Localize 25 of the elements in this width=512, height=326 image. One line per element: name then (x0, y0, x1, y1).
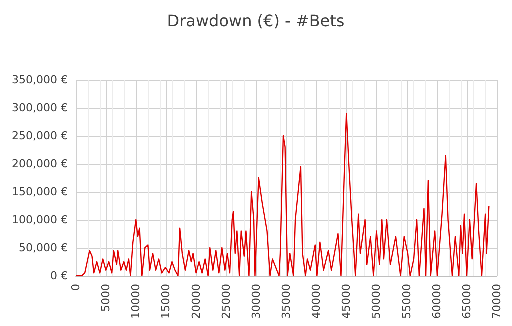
x-tick-label: 35000 (280, 284, 293, 319)
x-tick-label: 25000 (220, 284, 233, 319)
y-tick-label: 50,000 € (19, 242, 68, 254)
x-tick-label: 10000 (130, 284, 143, 319)
y-tick-label: 250,000 € (12, 130, 68, 142)
chart-title: Drawdown (€) - #Bets (167, 12, 345, 30)
x-tick-label: 50000 (370, 284, 384, 319)
x-tick-label: 45000 (340, 284, 354, 319)
x-tick-label: 5000 (100, 284, 113, 312)
line-series (75, 113, 490, 277)
y-tick-label: 100,000 € (12, 214, 68, 226)
x-tick-label: 65000 (460, 284, 474, 319)
y-tick-label: 200,000 € (12, 158, 68, 170)
x-tick-label: 70000 (490, 284, 504, 319)
x-tick-label: 55000 (400, 284, 414, 319)
y-tick-label: 300,000 € (12, 102, 68, 114)
x-tick-label: 0 (70, 284, 82, 291)
y-tick-label: 150,000 € (12, 186, 68, 198)
x-tick-label: 15000 (160, 284, 173, 319)
y-tick-label: 0 € (50, 270, 68, 282)
x-tick-label: 40000 (310, 284, 324, 319)
x-tick-label: 60000 (430, 284, 444, 319)
x-tick-label: 20000 (190, 284, 203, 319)
x-tick-label: 30000 (250, 284, 263, 319)
y-tick-label: 350,000 € (12, 74, 68, 86)
